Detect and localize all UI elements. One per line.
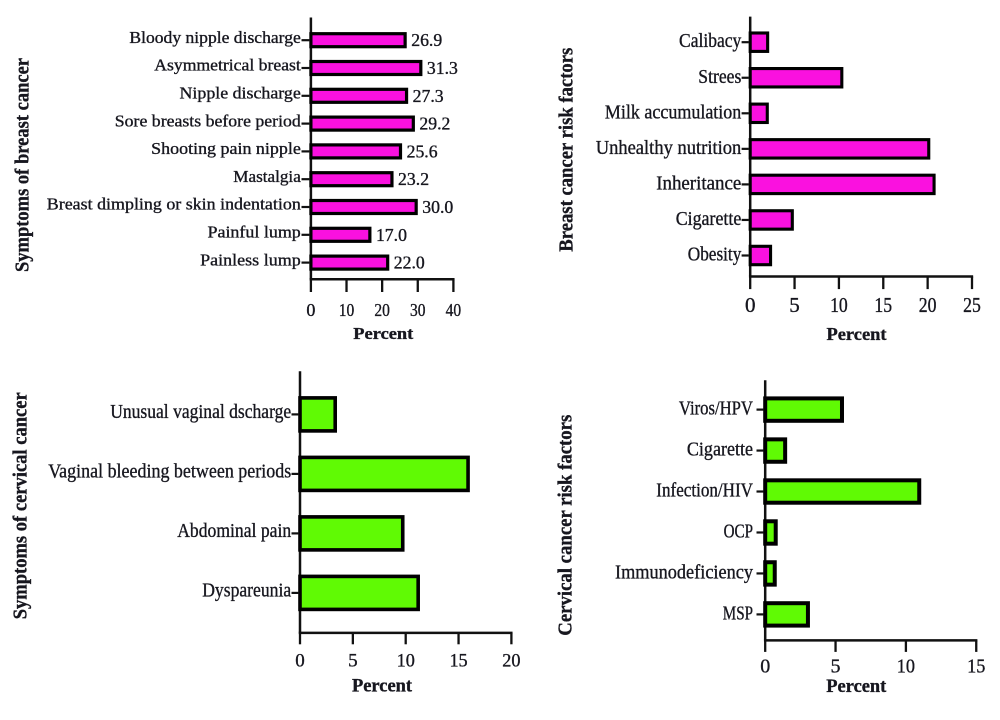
svg-text:10: 10: [897, 656, 915, 678]
svg-text:Percent: Percent: [826, 676, 887, 697]
svg-text:MSP: MSP: [723, 603, 753, 624]
svg-text:Infection/HIV: Infection/HIV: [656, 481, 753, 502]
svg-text:Mastalgia: Mastalgia: [233, 167, 301, 186]
svg-text:Unhealthy nutrition: Unhealthy nutrition: [596, 138, 742, 159]
svg-text:15: 15: [449, 651, 467, 672]
svg-text:Percent: Percent: [352, 676, 413, 697]
svg-text:0: 0: [760, 656, 770, 678]
svg-text:15: 15: [874, 293, 892, 317]
svg-text:23.2: 23.2: [398, 169, 429, 189]
svg-text:20: 20: [502, 651, 520, 672]
svg-text:10: 10: [830, 293, 848, 317]
svg-text:Obesity: Obesity: [688, 245, 742, 266]
svg-text:Percent: Percent: [353, 324, 413, 343]
svg-text:0: 0: [306, 300, 315, 320]
svg-text:OCP: OCP: [724, 521, 754, 542]
svg-text:29.2: 29.2: [419, 114, 450, 134]
svg-text:5: 5: [348, 651, 358, 672]
svg-text:Milk accumulation: Milk accumulation: [605, 102, 742, 123]
svg-text:22.0: 22.0: [394, 253, 425, 273]
svg-text:Cigarette: Cigarette: [676, 209, 742, 230]
svg-text:Cigarette: Cigarette: [687, 440, 753, 461]
svg-text:40: 40: [446, 300, 462, 320]
svg-text:27.3: 27.3: [413, 86, 444, 106]
svg-text:Breast cancer risk factors: Breast cancer risk factors: [556, 48, 578, 252]
svg-text:Bloody nipple discharge: Bloody nipple discharge: [129, 28, 300, 47]
svg-text:31.3: 31.3: [427, 58, 458, 78]
svg-text:Nipple discharge: Nipple discharge: [180, 84, 301, 103]
svg-text:20: 20: [374, 300, 390, 320]
svg-text:25: 25: [963, 293, 981, 317]
svg-text:Sore breasts before period: Sore breasts before period: [115, 111, 302, 130]
svg-text:Asymmetrical breast: Asymmetrical breast: [154, 56, 301, 75]
svg-text:25.6: 25.6: [407, 141, 438, 161]
svg-text:5: 5: [789, 293, 800, 317]
svg-text:Immunodeficiency: Immunodeficiency: [615, 562, 753, 583]
svg-text:Symptoms of breast cancer: Symptoms of breast cancer: [11, 58, 33, 272]
svg-text:5: 5: [831, 656, 841, 678]
svg-text:10: 10: [397, 651, 415, 672]
svg-text:30.0: 30.0: [422, 197, 453, 217]
svg-text:0: 0: [295, 651, 305, 672]
svg-text:Painful lump: Painful lump: [207, 223, 300, 242]
svg-text:Symptoms of cervical cancer: Symptoms of cervical cancer: [9, 392, 31, 619]
svg-text:Unusual vaginal dscharge: Unusual vaginal dscharge: [110, 401, 291, 423]
svg-text:Inheritance: Inheritance: [656, 173, 741, 194]
svg-text:Strees: Strees: [698, 67, 741, 88]
svg-text:Vaginal bleeding between perio: Vaginal bleeding between periods: [48, 461, 291, 483]
svg-text:10: 10: [339, 300, 355, 320]
svg-text:Viros/HPV: Viros/HPV: [679, 399, 753, 420]
svg-text:Breast dimpling or skin indent: Breast dimpling or skin indentation: [47, 195, 301, 214]
svg-text:Shooting pain nipple: Shooting pain nipple: [151, 139, 301, 158]
svg-text:Calibacy: Calibacy: [679, 31, 742, 52]
svg-text:17.0: 17.0: [376, 225, 407, 245]
svg-text:20: 20: [919, 293, 937, 317]
svg-text:Cervical cancer risk factors: Cervical cancer risk factors: [555, 415, 577, 636]
svg-text:Dyspareunia: Dyspareunia: [202, 580, 291, 602]
svg-text:26.9: 26.9: [411, 30, 442, 50]
svg-text:15: 15: [967, 656, 985, 678]
svg-text:Percent: Percent: [827, 324, 887, 344]
svg-text:Abdominal pain: Abdominal pain: [177, 520, 291, 542]
svg-text:30: 30: [410, 300, 426, 320]
svg-text:Painless lump: Painless lump: [200, 250, 301, 269]
svg-text:0: 0: [745, 293, 756, 317]
